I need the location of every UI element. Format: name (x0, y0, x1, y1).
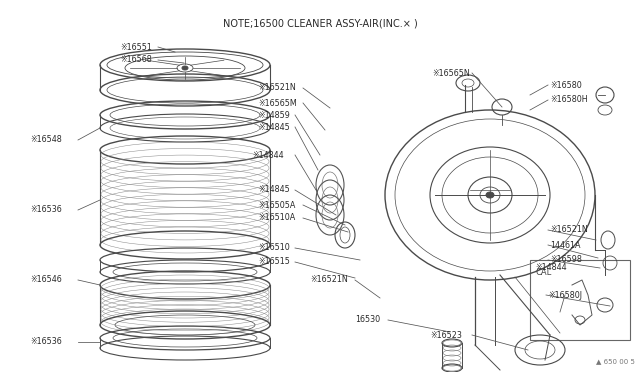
Text: ※16548: ※16548 (30, 135, 61, 144)
Text: ※16510: ※16510 (258, 244, 290, 253)
Text: ※16565M: ※16565M (258, 99, 297, 108)
Text: ※16546: ※16546 (30, 276, 61, 285)
Text: ※16565N: ※16565N (432, 68, 470, 77)
Text: ※16521N: ※16521N (550, 225, 588, 234)
Text: ※14844: ※14844 (535, 263, 566, 273)
Text: ※14845: ※14845 (258, 122, 290, 131)
Text: ※16536: ※16536 (30, 205, 61, 215)
Text: ※16568: ※16568 (120, 55, 152, 64)
Text: ※16580: ※16580 (550, 80, 582, 90)
Text: ※16515: ※16515 (258, 257, 290, 266)
Text: ※16510A: ※16510A (258, 214, 295, 222)
Text: ※16505A: ※16505A (258, 201, 296, 209)
Text: ※14845: ※14845 (258, 186, 290, 195)
Text: 14461A: 14461A (550, 241, 580, 250)
Text: NOTE;16500 CLEANER ASSY-AIR(INC.× ): NOTE;16500 CLEANER ASSY-AIR(INC.× ) (223, 18, 417, 28)
Ellipse shape (486, 192, 494, 198)
Ellipse shape (182, 66, 188, 70)
Text: ※16551: ※16551 (120, 42, 152, 51)
Text: ※16521N: ※16521N (258, 83, 296, 93)
Text: ※16580J: ※16580J (548, 291, 582, 299)
Text: ※14859: ※14859 (258, 110, 290, 119)
Text: ▲ 650 00 5: ▲ 650 00 5 (596, 358, 635, 364)
Text: ※16536: ※16536 (30, 337, 61, 346)
Text: CAL: CAL (535, 268, 551, 277)
Text: 16530: 16530 (355, 315, 380, 324)
Text: ※16521N: ※16521N (310, 276, 348, 285)
Text: ※16598: ※16598 (550, 256, 582, 264)
Text: ※16523: ※16523 (430, 330, 462, 340)
Bar (530, 260, 630, 340)
Text: ※14844: ※14844 (252, 151, 284, 160)
Text: ※16580H: ※16580H (550, 96, 588, 105)
